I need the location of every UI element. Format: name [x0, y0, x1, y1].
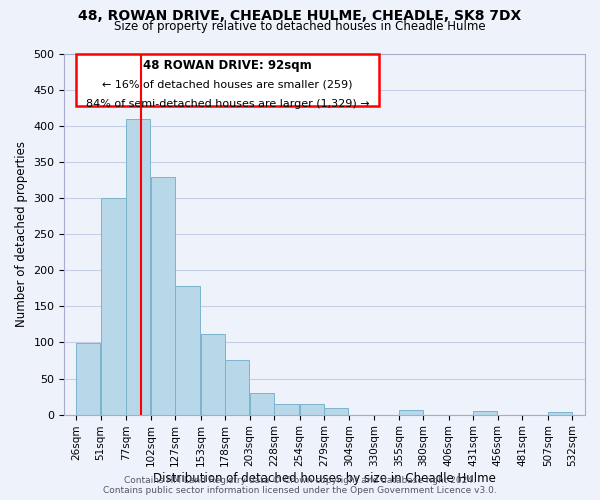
Text: 48 ROWAN DRIVE: 92sqm: 48 ROWAN DRIVE: 92sqm [143, 60, 312, 72]
Text: 84% of semi-detached houses are larger (1,329) →: 84% of semi-detached houses are larger (… [86, 99, 370, 109]
Bar [101, 198, 126, 414]
Bar [548, 412, 572, 414]
FancyBboxPatch shape [76, 54, 379, 106]
Bar [325, 408, 349, 414]
Y-axis label: Number of detached properties: Number of detached properties [15, 142, 28, 328]
Bar [151, 176, 175, 414]
Text: Contains HM Land Registry data © Crown copyright and database right 2024.
Contai: Contains HM Land Registry data © Crown c… [103, 476, 497, 495]
Bar [473, 411, 497, 414]
Bar [274, 404, 299, 414]
Bar [127, 119, 151, 414]
Bar [250, 393, 274, 414]
Text: 48, ROWAN DRIVE, CHEADLE HULME, CHEADLE, SK8 7DX: 48, ROWAN DRIVE, CHEADLE HULME, CHEADLE,… [79, 9, 521, 23]
Bar [175, 286, 200, 414]
Bar [76, 343, 100, 414]
Bar [399, 410, 423, 414]
Text: ← 16% of detached houses are smaller (259): ← 16% of detached houses are smaller (25… [103, 79, 353, 89]
Bar [226, 360, 250, 414]
X-axis label: Distribution of detached houses by size in Cheadle Hulme: Distribution of detached houses by size … [153, 472, 496, 485]
Text: Size of property relative to detached houses in Cheadle Hulme: Size of property relative to detached ho… [114, 20, 486, 33]
Bar [300, 404, 324, 414]
Bar [201, 334, 225, 414]
